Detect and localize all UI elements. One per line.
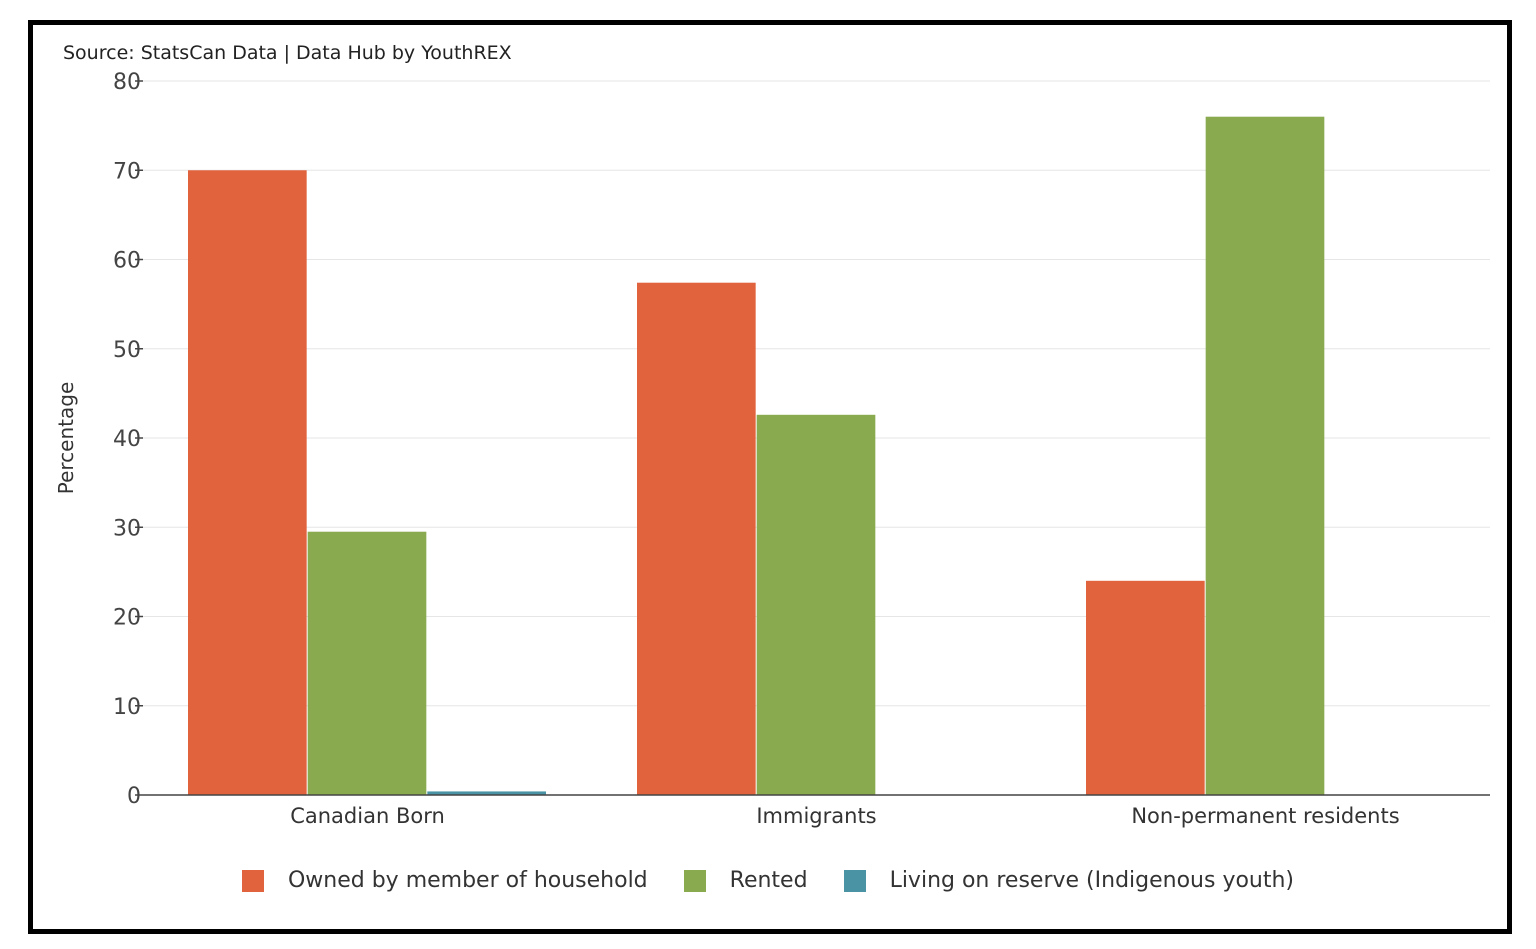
x-category-label-2: Non-permanent residents (1131, 804, 1399, 828)
bar-non-permanent-residents-series-0[interactable] (1086, 580, 1205, 795)
y-tick-label-80: 80 (113, 70, 141, 95)
x-axis-categories: Canadian Born Immigrants Non-permanent res… (290, 804, 1399, 828)
x-category-label-0: Canadian Born (290, 804, 445, 828)
source-note: Source: StatsCan Data | Data Hub by Yout… (63, 42, 512, 64)
bar-canadian-born-series-2[interactable] (427, 791, 546, 795)
y-tick-label-40: 40 (113, 427, 141, 452)
y-tick-label-10: 10 (113, 695, 141, 720)
y-tick-label-50: 50 (113, 338, 141, 363)
legend-swatch-reserve (843, 869, 866, 892)
y-tick-label-20: 20 (113, 606, 141, 631)
bar-immigrants-series-0[interactable] (637, 282, 756, 796)
y-axis-ticks: 0 10 20 30 40 50 60 70 80 (113, 70, 143, 809)
y-tick-label-0: 0 (127, 784, 141, 809)
legend-item-reserve[interactable]: Living on reserve (Indigenous youth) (843, 868, 1295, 893)
legend-item-owned[interactable]: Owned by member of household (241, 868, 648, 893)
bars (188, 116, 1325, 796)
y-axis-label: Percentage (54, 382, 78, 495)
legend-label-owned: Owned by member of household (287, 868, 648, 893)
x-category-label-1: Immigrants (756, 804, 876, 828)
legend-swatch-rented (683, 869, 706, 892)
y-tick-label-70: 70 (113, 159, 141, 184)
legend-label-rented: Rented (729, 868, 808, 893)
y-tick-label-30: 30 (113, 516, 141, 541)
bar-canadian-born-series-1[interactable] (307, 531, 427, 795)
bar-immigrants-series-1[interactable] (756, 414, 876, 795)
legend: Owned by member of household Rented Livi… (0, 868, 1536, 893)
bar-canadian-born-series-0[interactable] (188, 170, 307, 795)
legend-swatch-owned (241, 869, 264, 892)
y-tick-label-60: 60 (113, 249, 141, 274)
legend-label-reserve: Living on reserve (Indigenous youth) (889, 868, 1295, 893)
legend-item-rented[interactable]: Rented (683, 868, 808, 893)
bar-non-permanent-residents-series-1[interactable] (1205, 116, 1325, 795)
